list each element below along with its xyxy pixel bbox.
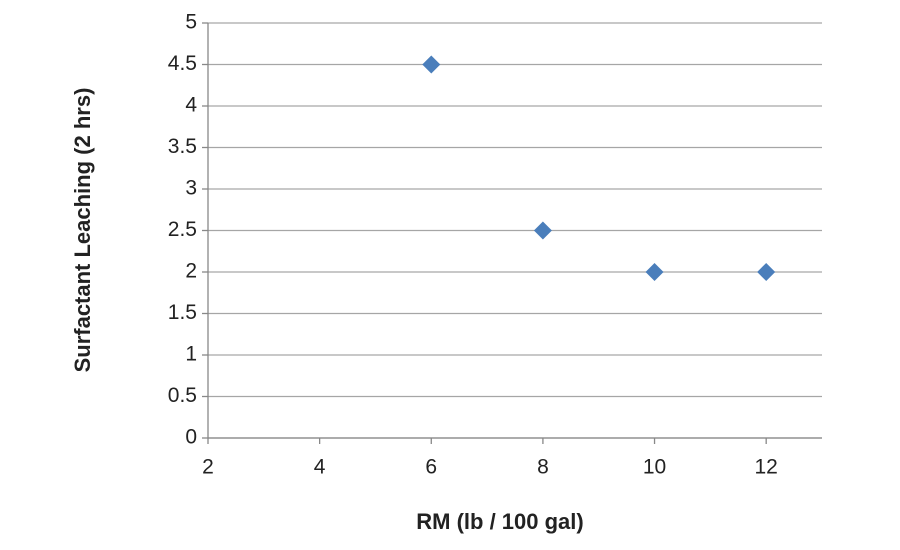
marker	[422, 55, 441, 74]
y-tick-label: 2.5	[168, 218, 197, 241]
marker	[533, 221, 552, 240]
y-tick-label: 3.5	[168, 135, 197, 158]
x-tick-label: 8	[537, 456, 549, 479]
y-tick-label: 0	[185, 426, 197, 449]
x-tick-label: 12	[755, 456, 778, 479]
x-tick-label: 4	[314, 456, 326, 479]
x-tick-label: 2	[202, 456, 214, 479]
y-tick-label: 1	[185, 343, 197, 366]
y-tick-label: 4	[185, 94, 197, 117]
y-tick-label: 3	[185, 177, 197, 200]
y-tick-label: 4.5	[168, 52, 197, 75]
marker	[757, 263, 776, 281]
x-axis-label: RM (lb / 100 gal)	[416, 509, 583, 534]
y-tick-label: 0.5	[168, 384, 197, 407]
x-tick-label: 6	[425, 456, 437, 479]
y-tick-label: 1.5	[168, 301, 197, 324]
y-tick-label: 2	[185, 260, 197, 283]
marker	[645, 263, 664, 281]
x-tick-label: 10	[643, 456, 666, 479]
y-axis-label: Surfactant Leaching (2 hrs)	[70, 88, 95, 373]
y-tick-label: 5	[185, 11, 197, 34]
